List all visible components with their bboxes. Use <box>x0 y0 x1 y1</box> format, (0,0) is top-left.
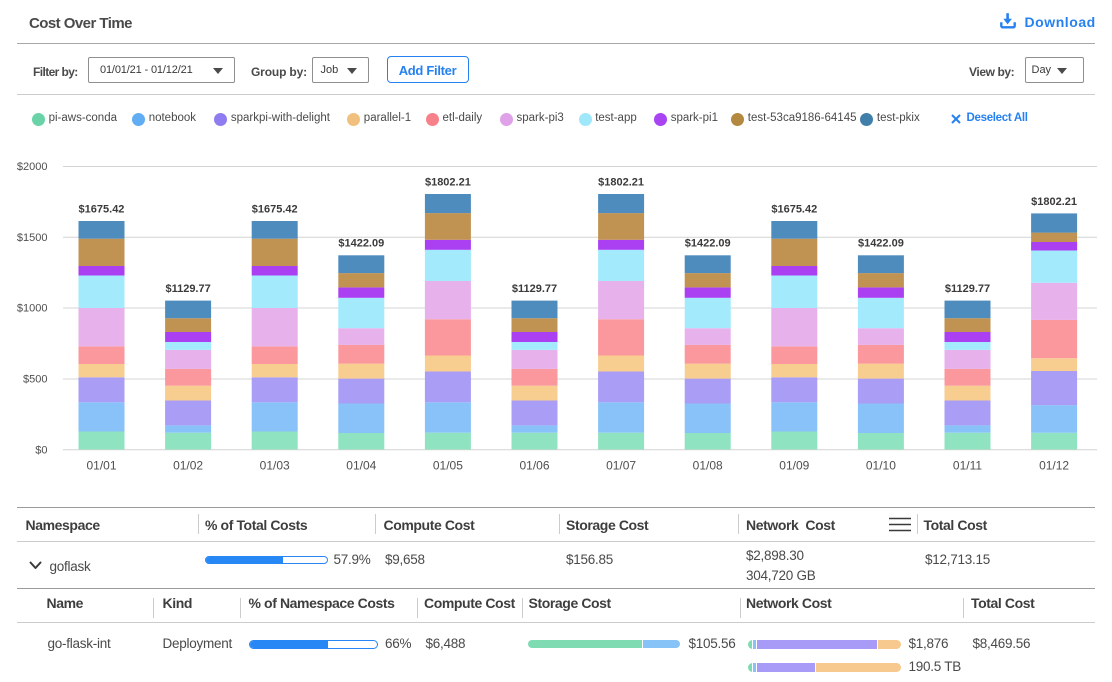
svg-text:01/02: 01/02 <box>173 459 203 473</box>
svg-text:$1802.21: $1802.21 <box>425 176 471 188</box>
svg-text:01/10: 01/10 <box>866 459 896 473</box>
svg-text:$1675.42: $1675.42 <box>79 203 125 215</box>
svg-text:$2000: $2000 <box>17 161 48 173</box>
svg-text:$0: $0 <box>35 444 47 456</box>
svg-text:$1000: $1000 <box>17 303 48 315</box>
svg-text:01/04: 01/04 <box>346 459 376 473</box>
svg-text:$1802.21: $1802.21 <box>1031 196 1077 208</box>
svg-text:$1675.42: $1675.42 <box>771 203 817 215</box>
svg-text:01/01: 01/01 <box>86 459 116 473</box>
svg-text:$1802.21: $1802.21 <box>598 176 644 188</box>
svg-text:$1422.09: $1422.09 <box>338 238 384 250</box>
svg-text:01/12: 01/12 <box>1039 459 1069 473</box>
svg-text:$1422.09: $1422.09 <box>685 238 731 250</box>
svg-text:01/05: 01/05 <box>433 459 463 473</box>
svg-text:$1129.77: $1129.77 <box>945 283 990 295</box>
svg-text:01/03: 01/03 <box>260 459 290 473</box>
svg-text:$1675.42: $1675.42 <box>252 203 298 215</box>
svg-text:$1129.77: $1129.77 <box>165 283 210 295</box>
svg-text:$500: $500 <box>23 374 47 386</box>
svg-text:$1500: $1500 <box>17 232 48 244</box>
svg-text:01/09: 01/09 <box>779 459 809 473</box>
svg-text:01/08: 01/08 <box>693 459 723 473</box>
svg-text:$1422.09: $1422.09 <box>858 238 904 250</box>
svg-text:$1129.77: $1129.77 <box>512 283 557 295</box>
svg-text:01/06: 01/06 <box>519 459 549 473</box>
svg-text:01/07: 01/07 <box>606 459 636 473</box>
svg-text:01/11: 01/11 <box>953 459 982 473</box>
